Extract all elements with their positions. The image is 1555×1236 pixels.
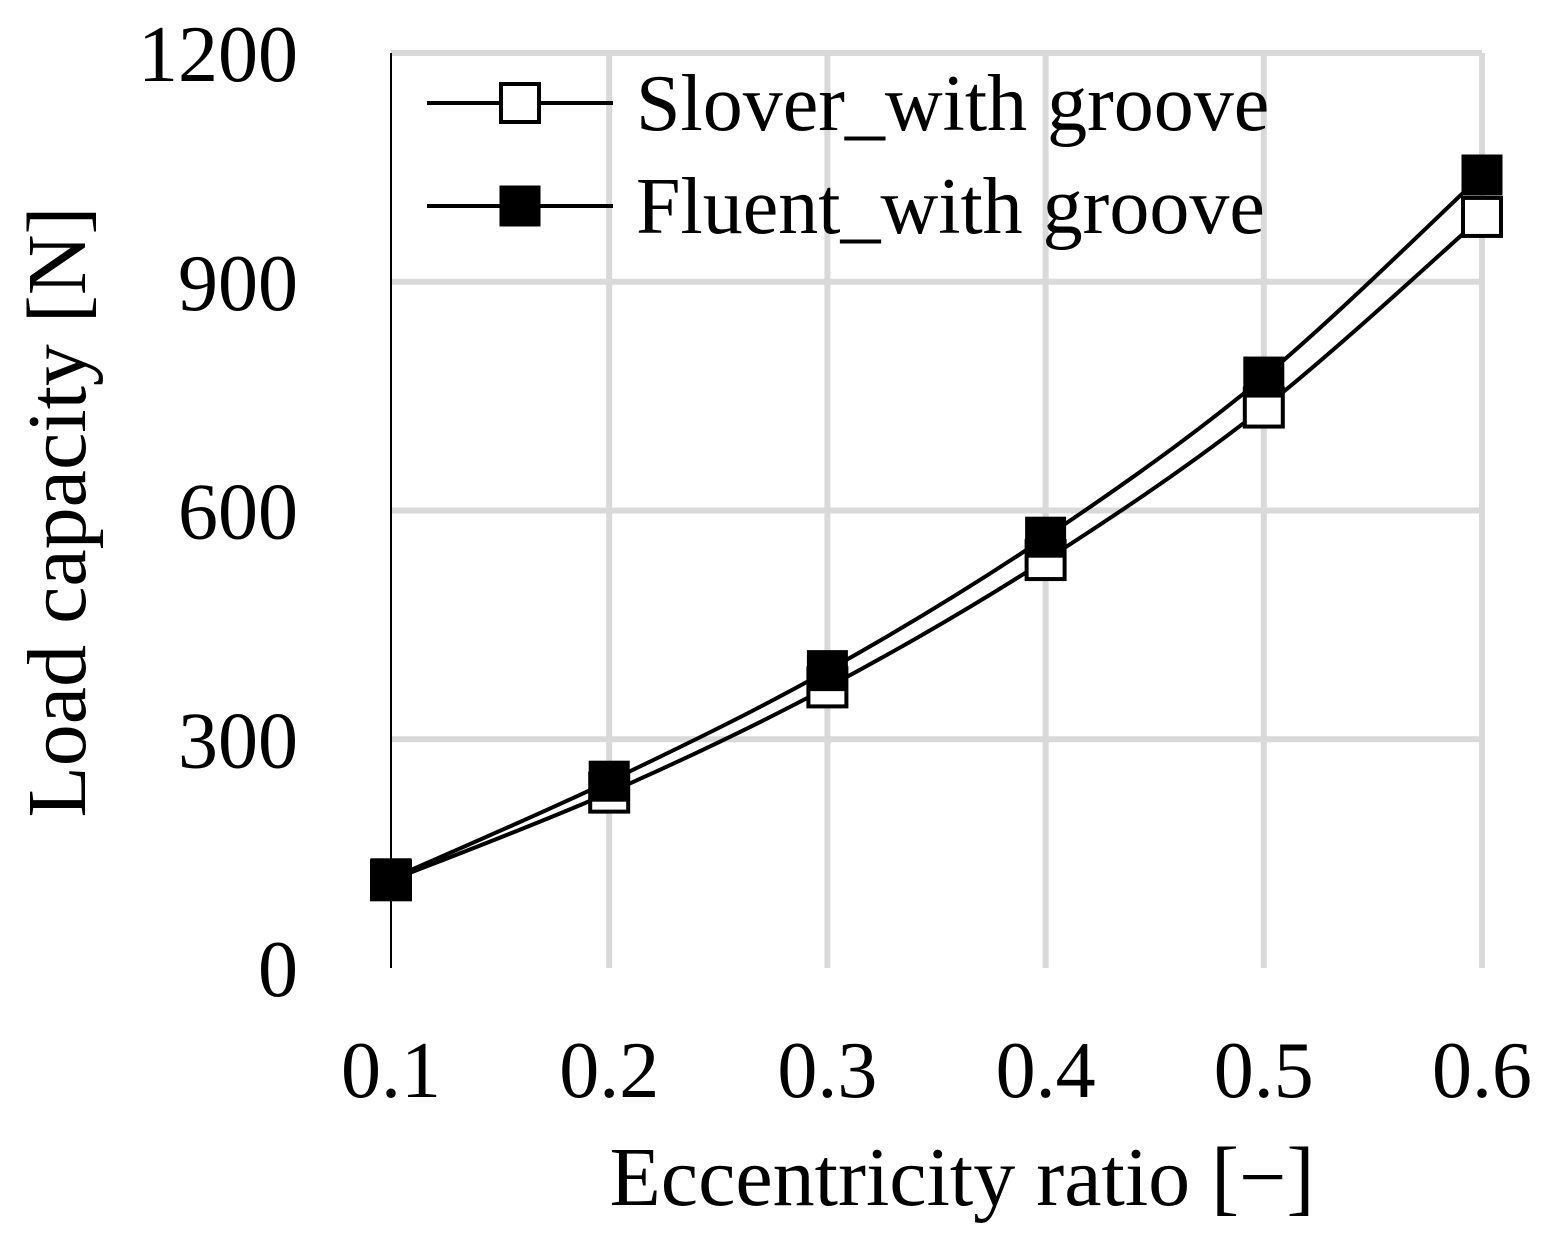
y-tick-label: 600 (178, 469, 298, 557)
x-tick-label: 0.2 (559, 1027, 659, 1115)
x-tick-label: 0.5 (1214, 1027, 1314, 1115)
x-axis-title: Eccentricity ratio [−] (609, 1131, 1314, 1224)
series-1-point (1461, 195, 1503, 238)
series-2-point (1025, 516, 1067, 558)
y-tick-label: 900 (178, 240, 298, 328)
y-axis-title: Load capacity [N] (11, 206, 104, 817)
y-tick-label: 1200 (138, 11, 298, 99)
series-2-point (370, 858, 412, 900)
series-line-1 (390, 215, 1484, 883)
y-tick-label: 0 (258, 926, 298, 1014)
series-2-point (588, 760, 630, 802)
series-2-point (806, 650, 848, 692)
x-tick-label: 0.6 (1432, 1027, 1532, 1115)
y-tick-label: 300 (178, 697, 298, 785)
legend-marker-1 (499, 82, 541, 124)
grid-lines (391, 50, 1485, 968)
x-tick-label: 0.4 (996, 1027, 1096, 1115)
x-tick-label: 0.3 (777, 1027, 877, 1115)
legend-marker-2 (499, 185, 541, 227)
legend: Slover_with groove Fluent_with groove (427, 60, 1269, 251)
series-2-point (1243, 356, 1285, 398)
tick-labels: 0 300 600 900 1200 0.1 0.2 0.3 0.4 0.5 0.6 (138, 11, 1532, 1115)
x-tick-label: 0.1 (341, 1027, 441, 1115)
series-line-2 (390, 173, 1484, 881)
series-2-point (1461, 154, 1503, 196)
legend-label-2: Fluent_with groove (636, 163, 1265, 251)
legend-label-1: Slover_with groove (636, 60, 1269, 148)
data-series (370, 154, 1503, 902)
